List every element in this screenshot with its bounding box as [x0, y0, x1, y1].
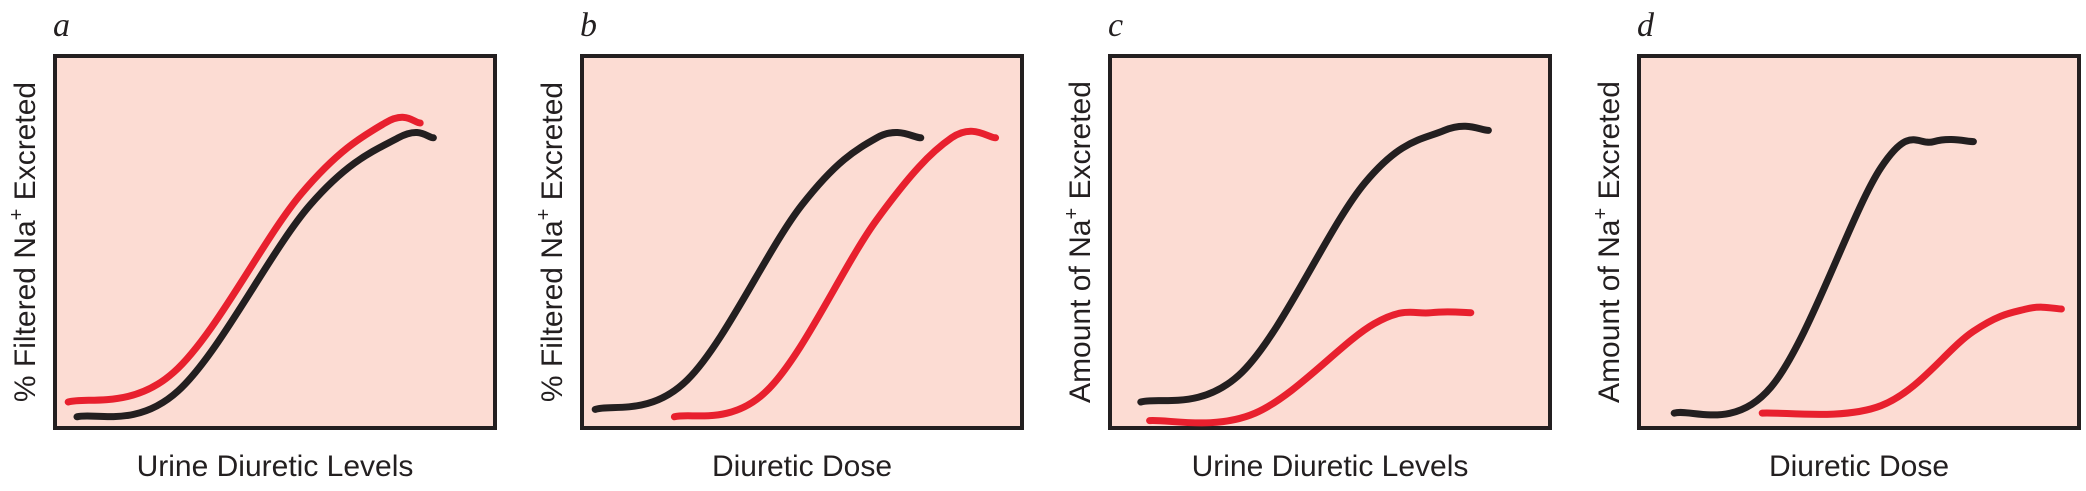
- x-axis-label-b: Diuretic Dose: [712, 450, 892, 483]
- chart-panel-b: b Diuretic Dose % Filtered Na+ Excreted: [533, 7, 1024, 483]
- chart-panel-c: c Urine Diuretic Levels Amount of Na+ Excr…: [1061, 7, 1552, 483]
- plot-area-a: [53, 54, 497, 430]
- panel-letter-a: a: [53, 7, 70, 44]
- y-axis-label-d: Amount of Na+ Excreted: [1590, 81, 1626, 403]
- panel-letter-b: b: [580, 7, 597, 44]
- x-axis-label-c: Urine Diuretic Levels: [1192, 450, 1469, 483]
- series-line-black-c: [1137, 122, 1492, 406]
- series-line-black-d: [1670, 136, 1977, 419]
- y-axis-label-b: % Filtered Na+ Excreted: [533, 82, 569, 402]
- series-line-red-c: [1146, 308, 1475, 427]
- plot-area-b: [580, 54, 1024, 430]
- chart-panel-a: a Urine Diuretic Levels % Filtered Na+ Exc…: [6, 7, 497, 483]
- series-line-black-b: [591, 129, 925, 413]
- y-axis-label-c: Amount of Na+ Excreted: [1061, 81, 1097, 403]
- series-line-black-a: [73, 129, 437, 421]
- panel-letter-d: d: [1637, 7, 1655, 44]
- x-axis-label-a: Urine Diuretic Levels: [137, 450, 414, 483]
- x-axis-label-d: Diuretic Dose: [1769, 450, 1949, 483]
- y-axis-label-a: % Filtered Na+ Excreted: [6, 82, 42, 402]
- series-line-red-b: [670, 127, 1000, 421]
- plot-area-d: [1637, 54, 2081, 430]
- chart-panel-d: d Diuretic Dose Amount of Na+ Excreted: [1590, 7, 2081, 483]
- series-line-red-d: [1758, 303, 2065, 418]
- panel-letter-c: c: [1108, 7, 1123, 44]
- series-line-red-a: [64, 113, 424, 406]
